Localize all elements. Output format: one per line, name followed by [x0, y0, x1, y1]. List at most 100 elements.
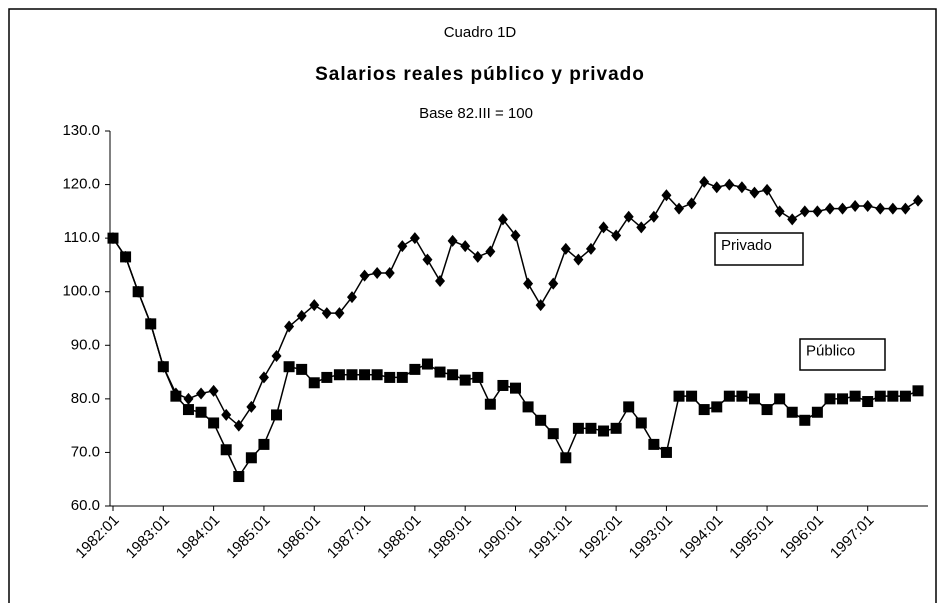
- x-tick-label: 1989:01: [424, 512, 474, 562]
- chart-title: Salarios reales público y privado: [315, 64, 645, 85]
- point: [283, 361, 295, 373]
- point: [497, 379, 509, 391]
- point: [309, 299, 320, 312]
- y-tick-label: 70.0: [71, 443, 100, 460]
- series-label-box: [799, 338, 886, 371]
- point: [673, 390, 685, 402]
- point: [711, 181, 722, 194]
- chart-frame: [8, 8, 937, 603]
- point: [548, 277, 559, 290]
- point: [497, 213, 508, 226]
- point: [195, 406, 207, 418]
- point: [900, 202, 911, 215]
- x-tick-label: 1987:01: [324, 512, 374, 562]
- point: [107, 232, 119, 244]
- point: [887, 390, 899, 402]
- point: [811, 406, 823, 418]
- point: [397, 240, 408, 253]
- point: [346, 291, 357, 304]
- x-tick-label: 1988:01: [374, 512, 424, 562]
- point: [912, 385, 924, 397]
- point: [547, 428, 559, 440]
- point: [435, 275, 446, 287]
- point: [913, 194, 923, 207]
- x-tick-label: 1986:01: [274, 512, 324, 562]
- x-tick-label: 1991:01: [525, 512, 575, 562]
- point: [824, 393, 836, 405]
- point: [874, 390, 886, 402]
- point: [535, 414, 547, 426]
- point: [321, 371, 333, 383]
- point: [585, 422, 597, 434]
- point: [396, 371, 408, 383]
- point: [623, 210, 634, 223]
- point: [220, 444, 232, 456]
- x-tick-label: 1983:01: [123, 512, 173, 562]
- y-tick-label: 100.0: [62, 283, 100, 300]
- point: [258, 371, 269, 384]
- series-line: [112, 237, 919, 479]
- point: [422, 253, 433, 266]
- point: [837, 202, 848, 215]
- point: [246, 400, 257, 413]
- y-tick-label: 130.0: [62, 122, 100, 139]
- point: [170, 390, 182, 402]
- chart-subtitle: Base 82.III = 100: [419, 105, 533, 122]
- point: [447, 234, 458, 247]
- point: [862, 200, 873, 212]
- point: [132, 286, 144, 298]
- point: [824, 202, 835, 215]
- point: [610, 422, 622, 434]
- y-tick-label: 80.0: [71, 390, 100, 407]
- point: [472, 371, 484, 383]
- point: [611, 229, 622, 242]
- point: [434, 366, 446, 378]
- point: [120, 251, 132, 263]
- point: [182, 404, 194, 416]
- point: [674, 202, 685, 215]
- point: [799, 205, 810, 218]
- point: [484, 398, 496, 410]
- x-tick-label: 1993:01: [626, 512, 676, 562]
- point: [308, 377, 320, 389]
- y-tick-label: 60.0: [71, 497, 100, 514]
- point: [371, 369, 383, 381]
- point: [573, 253, 584, 266]
- point: [850, 200, 861, 212]
- point: [296, 363, 308, 375]
- x-tick-label: 1994:01: [676, 512, 726, 562]
- point: [421, 358, 433, 370]
- point: [384, 266, 395, 279]
- point: [271, 409, 283, 421]
- y-tick-label: 90.0: [71, 336, 100, 353]
- point: [698, 404, 710, 416]
- point: [762, 183, 773, 196]
- x-tick-label: 1982:01: [72, 512, 122, 562]
- point: [145, 318, 157, 330]
- point: [748, 393, 760, 405]
- point: [849, 390, 861, 402]
- point: [346, 369, 358, 381]
- point: [887, 202, 898, 215]
- point: [334, 307, 345, 320]
- point: [560, 242, 571, 255]
- y-tick-label: 110.0: [64, 229, 100, 246]
- point: [636, 221, 647, 234]
- point: [648, 438, 660, 450]
- point: [786, 406, 798, 418]
- x-tick-label: 1990:01: [475, 512, 525, 562]
- point: [523, 277, 534, 290]
- point: [723, 390, 735, 402]
- point: [837, 393, 849, 405]
- series-label: Privado: [721, 237, 772, 254]
- point: [409, 363, 421, 375]
- x-tick-label: 1996:01: [777, 512, 827, 562]
- point: [686, 390, 698, 402]
- point: [572, 422, 584, 434]
- point: [510, 229, 521, 242]
- point: [271, 350, 282, 362]
- point: [761, 404, 773, 416]
- point: [321, 307, 332, 320]
- point: [359, 269, 370, 282]
